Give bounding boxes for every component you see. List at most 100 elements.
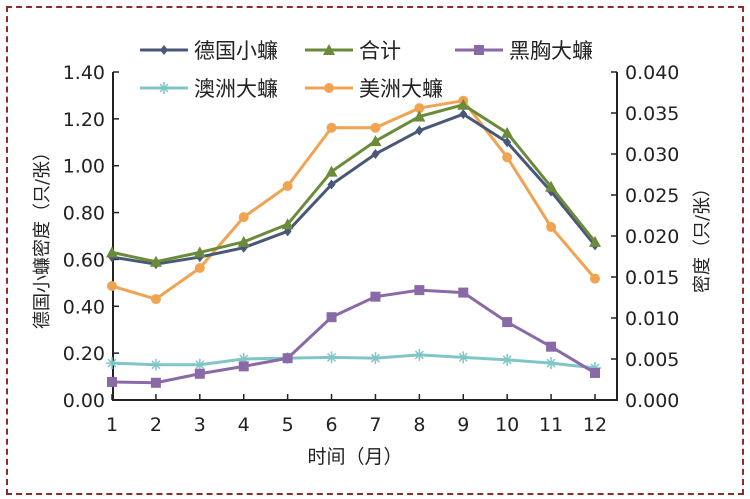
series-line [111, 353, 596, 370]
x-tick-label: 12 [583, 414, 607, 436]
legend-marker [323, 44, 335, 55]
legend-item: 黑胸大蠊 [455, 39, 593, 63]
legend-marker [160, 45, 168, 55]
series-3 [107, 285, 600, 388]
x-tick-label: 2 [150, 414, 162, 436]
data-point [237, 353, 250, 365]
data-point [326, 312, 337, 323]
data-point [150, 377, 161, 388]
y-tick-label-left: 0.20 [63, 343, 105, 365]
y-tick-label-left: 0.60 [63, 249, 105, 271]
y-axis-label-left: 德国小蠊密度（只/张） [32, 143, 53, 329]
y-tick-label-right: 0.010 [625, 308, 679, 330]
data-point [458, 287, 469, 298]
series-line [111, 112, 597, 266]
data-point [546, 341, 557, 352]
x-tick-label: 10 [495, 414, 519, 436]
series-5 [107, 95, 600, 305]
data-point [150, 294, 161, 305]
y-axis-label-right: 密度（只/张） [692, 179, 713, 293]
data-point [501, 126, 514, 138]
y-tick-label-right: 0.020 [625, 226, 679, 248]
data-point [546, 221, 557, 232]
data-point [194, 262, 205, 273]
legend-label: 澳洲大蠊 [194, 77, 278, 101]
x-tick-label: 3 [194, 414, 206, 436]
data-point [503, 137, 512, 148]
y-tick-label-right: 0.030 [625, 144, 679, 166]
data-point [459, 109, 468, 120]
series-2 [106, 98, 601, 267]
y-tick-label-left: 1.40 [63, 62, 105, 84]
data-point [107, 281, 117, 292]
x-tick-label: 1 [106, 414, 118, 436]
data-point [590, 367, 600, 378]
data-point [281, 218, 294, 230]
data-point [414, 103, 425, 114]
data-point [370, 122, 381, 133]
data-point [415, 125, 424, 136]
data-point [501, 353, 514, 366]
data-point [414, 285, 425, 296]
data-point [194, 368, 205, 379]
series-line [111, 99, 597, 301]
data-point [282, 353, 293, 364]
legend-label: 黑胸大蠊 [509, 39, 593, 63]
legend-marker [474, 45, 484, 55]
y-tick-label-left: 0.80 [63, 203, 105, 225]
x-axis-label: 时间（月） [307, 446, 402, 468]
y-tick-label-left: 0.40 [63, 296, 105, 318]
data-point [502, 317, 513, 328]
data-point [193, 246, 206, 258]
data-point [371, 149, 380, 159]
series-4 [106, 348, 601, 375]
legend-marker [158, 82, 170, 94]
data-point [149, 358, 162, 371]
data-point [326, 122, 337, 133]
y-tick-label-right: 0.000 [625, 390, 679, 412]
data-point [327, 179, 336, 190]
y-tick-label-left: 1.00 [63, 156, 105, 178]
data-point [369, 352, 382, 365]
data-point [282, 180, 293, 191]
x-tick-label: 8 [413, 414, 425, 436]
data-point [325, 165, 338, 177]
dashed-border [6, 6, 744, 495]
data-point [545, 180, 558, 192]
x-tick-label: 9 [457, 414, 469, 436]
data-point [106, 246, 118, 258]
data-point [502, 152, 513, 163]
y-tick-label-right: 0.040 [625, 62, 679, 84]
x-tick-label: 7 [369, 414, 381, 436]
data-point [545, 357, 558, 370]
data-point [413, 110, 426, 122]
legend-label: 德国小蠊 [194, 39, 278, 63]
legend-item: 澳洲大蠊 [140, 77, 278, 101]
x-tick-label: 4 [238, 414, 250, 436]
data-point [237, 235, 250, 247]
y-tick-label-right: 0.035 [625, 103, 679, 125]
legend-marker [324, 83, 334, 93]
series-1 [108, 109, 599, 270]
axis-frame [112, 72, 618, 401]
legend-item: 美洲大蠊 [305, 77, 443, 101]
data-point [238, 212, 249, 223]
y-tick-label-left: 0.00 [63, 390, 105, 412]
data-point [457, 351, 470, 364]
data-point [370, 291, 381, 302]
data-point [457, 98, 470, 110]
data-point [193, 358, 206, 371]
data-point [369, 135, 382, 147]
data-point [107, 376, 117, 387]
y-tick-label-right: 0.025 [625, 185, 679, 207]
legend-label: 合计 [359, 39, 401, 63]
series-line [111, 103, 597, 264]
x-tick-label: 6 [325, 414, 337, 436]
data-point [325, 351, 338, 364]
legend-label: 美洲大蠊 [359, 77, 443, 101]
data-point [106, 357, 118, 370]
x-tick-label: 11 [539, 414, 563, 436]
legend-item: 德国小蠊 [140, 39, 278, 63]
